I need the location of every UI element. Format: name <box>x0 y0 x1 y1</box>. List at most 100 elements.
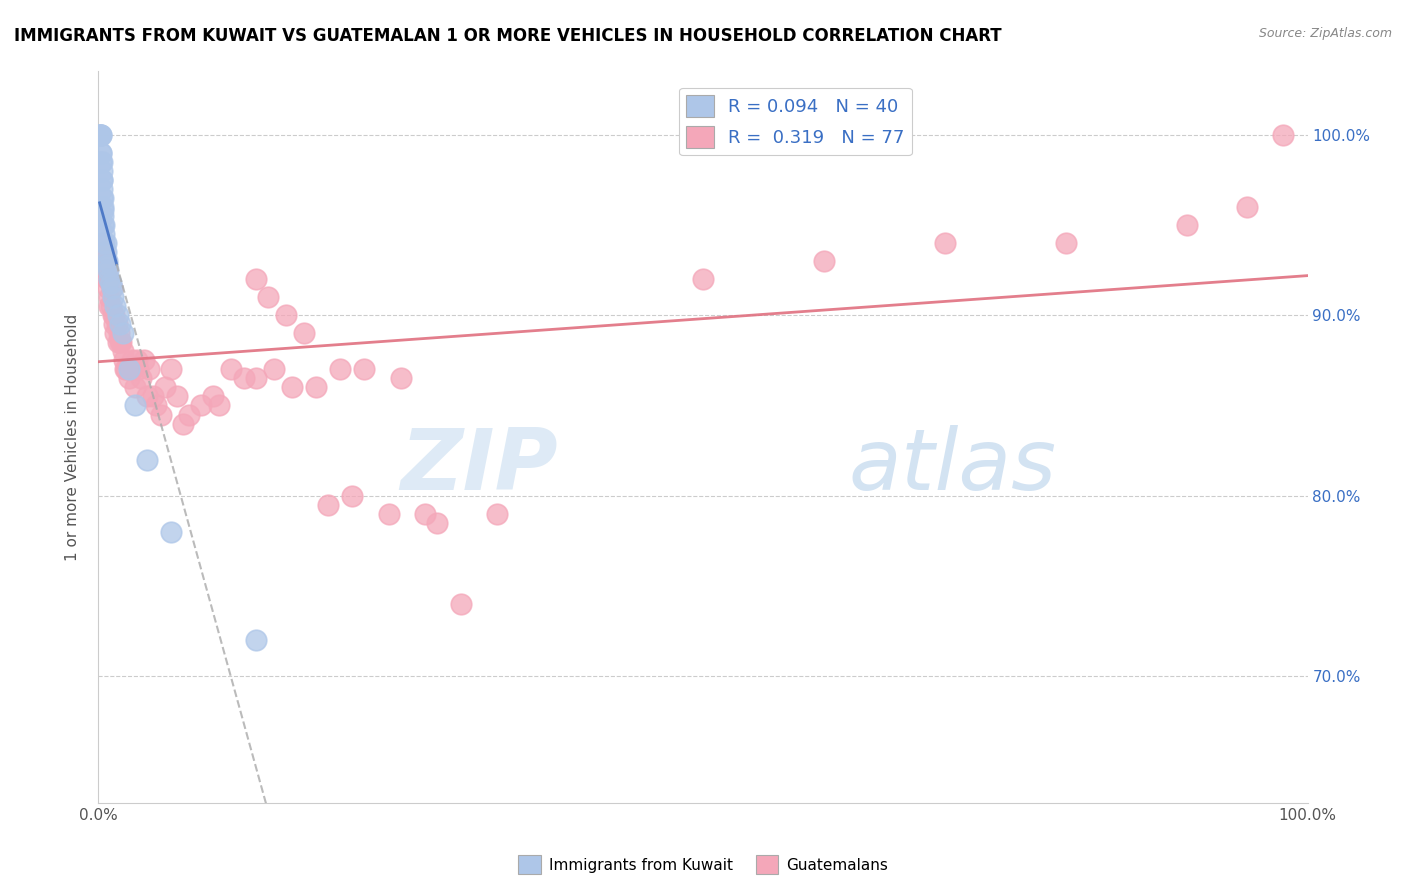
Point <box>245 371 267 385</box>
Point <box>122 362 145 376</box>
Point <box>426 516 449 530</box>
Point <box>111 344 134 359</box>
Point <box>91 244 114 259</box>
Point <box>91 203 114 218</box>
Point <box>91 254 114 268</box>
Y-axis label: 1 or more Vehicles in Household: 1 or more Vehicles in Household <box>65 313 80 561</box>
Point <box>221 362 243 376</box>
Point <box>98 272 121 286</box>
Point <box>115 362 138 376</box>
Point <box>97 272 120 286</box>
Point <box>101 290 124 304</box>
Point <box>111 326 134 341</box>
Point <box>121 353 143 368</box>
Point <box>208 399 231 413</box>
Point <box>256 290 278 304</box>
Point <box>91 200 114 214</box>
Point <box>120 362 142 376</box>
Point <box>91 172 114 186</box>
Point <box>105 317 128 331</box>
Point <box>94 254 117 268</box>
Point <box>108 326 131 341</box>
Point <box>281 380 304 394</box>
Point <box>96 272 118 286</box>
Point <box>104 299 127 313</box>
Point <box>172 417 194 431</box>
Point <box>329 362 352 376</box>
Point <box>90 154 112 169</box>
Point <box>934 235 956 250</box>
Point <box>96 258 118 272</box>
Point <box>145 399 167 413</box>
Point <box>245 633 267 648</box>
Point <box>98 290 121 304</box>
Point <box>91 191 114 205</box>
Point <box>96 263 118 277</box>
Point <box>305 380 328 394</box>
Point <box>90 128 112 142</box>
Point <box>1054 235 1077 250</box>
Point <box>292 326 315 341</box>
Point <box>190 399 212 413</box>
Point <box>93 254 115 268</box>
Point <box>263 362 285 376</box>
Point <box>103 317 125 331</box>
Point <box>107 308 129 322</box>
Point <box>89 128 111 142</box>
Point <box>90 145 112 160</box>
Point <box>413 507 436 521</box>
Text: ZIP: ZIP <box>401 425 558 508</box>
Point <box>150 408 173 422</box>
Point <box>108 335 131 350</box>
Point <box>135 389 157 403</box>
Point <box>1272 128 1295 142</box>
Point <box>450 597 472 611</box>
Point <box>100 276 122 290</box>
Point <box>134 353 156 368</box>
Point <box>342 489 364 503</box>
Point <box>91 163 114 178</box>
Point <box>160 524 183 539</box>
Point <box>135 452 157 467</box>
Point <box>94 244 117 259</box>
Point <box>179 408 201 422</box>
Point <box>93 244 115 259</box>
Point <box>316 498 339 512</box>
Point <box>91 182 114 196</box>
Point <box>91 235 114 250</box>
Legend: Immigrants from Kuwait, Guatemalans: Immigrants from Kuwait, Guatemalans <box>512 849 894 880</box>
Point <box>94 235 117 250</box>
Point <box>118 371 141 385</box>
Point <box>232 371 254 385</box>
Point <box>98 299 121 313</box>
Point <box>245 272 267 286</box>
Point <box>90 145 112 160</box>
Point <box>107 335 129 350</box>
Text: Source: ZipAtlas.com: Source: ZipAtlas.com <box>1258 27 1392 40</box>
Point <box>813 254 835 268</box>
Point <box>100 299 122 313</box>
Point <box>90 128 112 142</box>
Point <box>274 308 297 322</box>
Point <box>103 308 125 322</box>
Point <box>97 263 120 277</box>
Point <box>142 389 165 403</box>
Point <box>202 389 225 403</box>
Point <box>353 362 375 376</box>
Point <box>93 218 115 232</box>
Point <box>89 128 111 142</box>
Point <box>127 362 149 376</box>
Point <box>110 335 132 350</box>
Point <box>93 235 115 250</box>
Point <box>100 281 122 295</box>
Point <box>108 317 131 331</box>
Point <box>89 128 111 142</box>
Point <box>692 272 714 286</box>
Legend: R = 0.094   N = 40, R =  0.319   N = 77: R = 0.094 N = 40, R = 0.319 N = 77 <box>679 87 911 155</box>
Point <box>377 507 399 521</box>
Point <box>389 371 412 385</box>
Point <box>100 281 122 295</box>
Point <box>104 326 127 341</box>
Point <box>138 362 160 376</box>
Point <box>112 353 135 368</box>
